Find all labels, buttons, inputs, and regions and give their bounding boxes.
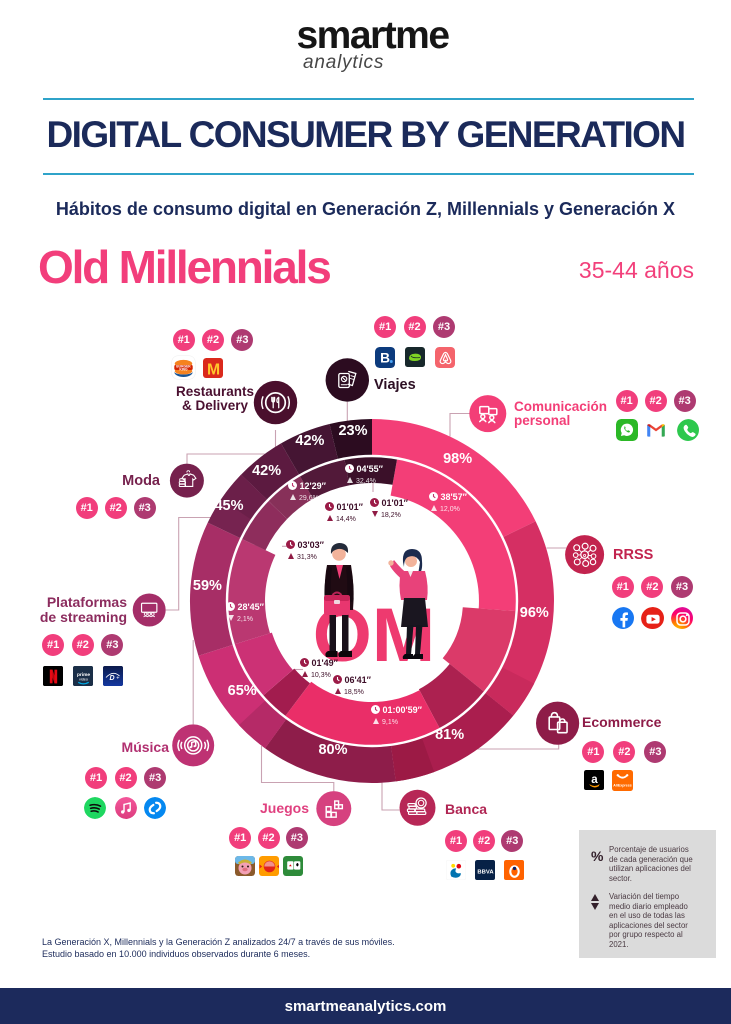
svg-text:BURGER: BURGER [176,365,191,369]
svg-text:KING: KING [179,368,188,372]
svg-text:video: video [79,677,88,681]
svg-text:a: a [591,774,598,786]
svg-text:M: M [207,361,220,378]
svg-text:BBVA: BBVA [477,869,494,875]
svg-text:AliExpress: AliExpress [613,783,631,787]
svg-text:B: B [380,351,390,366]
svg-text:+: + [116,675,119,681]
svg-text:prime: prime [77,672,90,678]
svg-text:D: D [109,674,114,681]
